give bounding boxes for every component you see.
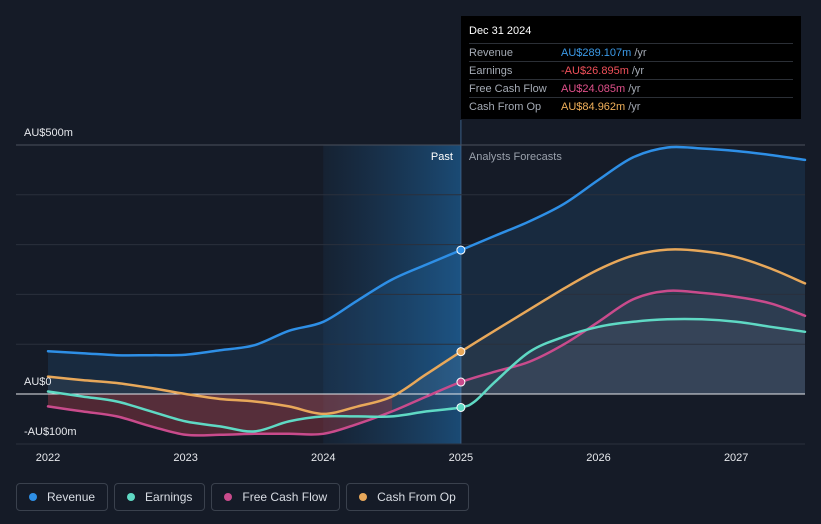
tooltip-unit: /yr xyxy=(628,100,641,113)
x-tick-label: 2026 xyxy=(586,452,610,464)
y-tick-label: AU$500m xyxy=(24,127,73,139)
legend-item-cash-from-op[interactable]: Cash From Op xyxy=(346,483,469,511)
line-free-cash-flow xyxy=(46,289,807,437)
marker-revenue xyxy=(456,245,466,255)
tooltip-unit: /yr xyxy=(634,46,647,59)
legend-item-free-cash-flow[interactable]: Free Cash Flow xyxy=(211,483,341,511)
y-tick-label: AU$0 xyxy=(24,376,52,388)
area-earnings xyxy=(48,319,805,432)
tooltip-label: Free Cash Flow xyxy=(469,82,547,95)
tooltip-row-revenue: Revenue AU$289.107m /yr xyxy=(469,43,793,61)
tooltip-label: Cash From Op xyxy=(469,100,542,113)
tooltip: Dec 31 2024 Revenue AU$289.107m /yr Earn… xyxy=(461,16,801,119)
legend-dot-icon xyxy=(224,493,233,501)
legend-dot-icon xyxy=(29,493,37,501)
legend-label: Earnings xyxy=(145,490,193,504)
tooltip-unit: /yr xyxy=(628,82,641,95)
tooltip-value: AU$84.962m xyxy=(561,100,626,113)
x-tick-label: 2022 xyxy=(36,452,60,464)
line-revenue xyxy=(46,145,807,357)
area-revenue xyxy=(48,146,805,394)
line-earnings xyxy=(46,317,807,433)
tooltip-row-cash-from-op: Cash From Op AU$84.962m /yr xyxy=(469,97,793,115)
legend-item-revenue[interactable]: Revenue xyxy=(16,483,109,511)
past-label: Past xyxy=(431,151,453,163)
area-cash-from-op xyxy=(48,249,805,414)
tooltip-value: AU$289.107m xyxy=(561,46,632,59)
tooltip-label: Earnings xyxy=(469,64,513,77)
tooltip-value: -AU$26.895m xyxy=(561,64,629,77)
x-tick-label: 2027 xyxy=(724,452,748,464)
legend-label: Revenue xyxy=(47,490,96,504)
tooltip-date: Dec 31 2024 xyxy=(469,25,532,37)
legend-label: Cash From Op xyxy=(377,490,456,504)
tooltip-label: Revenue xyxy=(469,46,514,59)
tooltip-unit: /yr xyxy=(631,64,645,77)
marker-free-cash-flow xyxy=(456,377,466,387)
legend-dot-icon xyxy=(127,493,136,501)
marker-earnings xyxy=(456,402,466,412)
y-tick-label: -AU$100m xyxy=(24,426,77,438)
forecast-label: Analysts Forecasts xyxy=(469,151,562,163)
legend-label: Free Cash Flow xyxy=(242,490,328,504)
legend-dot-icon xyxy=(359,493,368,501)
x-tick-label: 2023 xyxy=(173,452,197,464)
tooltip-row-free-cash-flow: Free Cash Flow AU$24.085m /yr xyxy=(469,79,793,97)
line-cash-from-op xyxy=(46,248,807,416)
x-tick-label: 2025 xyxy=(449,452,473,464)
tooltip-row-earnings: Earnings -AU$26.895m /yr xyxy=(469,61,793,79)
marker-cash-from-op xyxy=(456,347,466,357)
x-tick-label: 2024 xyxy=(311,452,335,464)
tooltip-value: AU$24.085m xyxy=(561,82,626,95)
legend: Revenue Earnings Free Cash Flow Cash Fro… xyxy=(16,483,469,511)
legend-item-earnings[interactable]: Earnings xyxy=(114,483,206,511)
negative-area xyxy=(48,394,393,436)
